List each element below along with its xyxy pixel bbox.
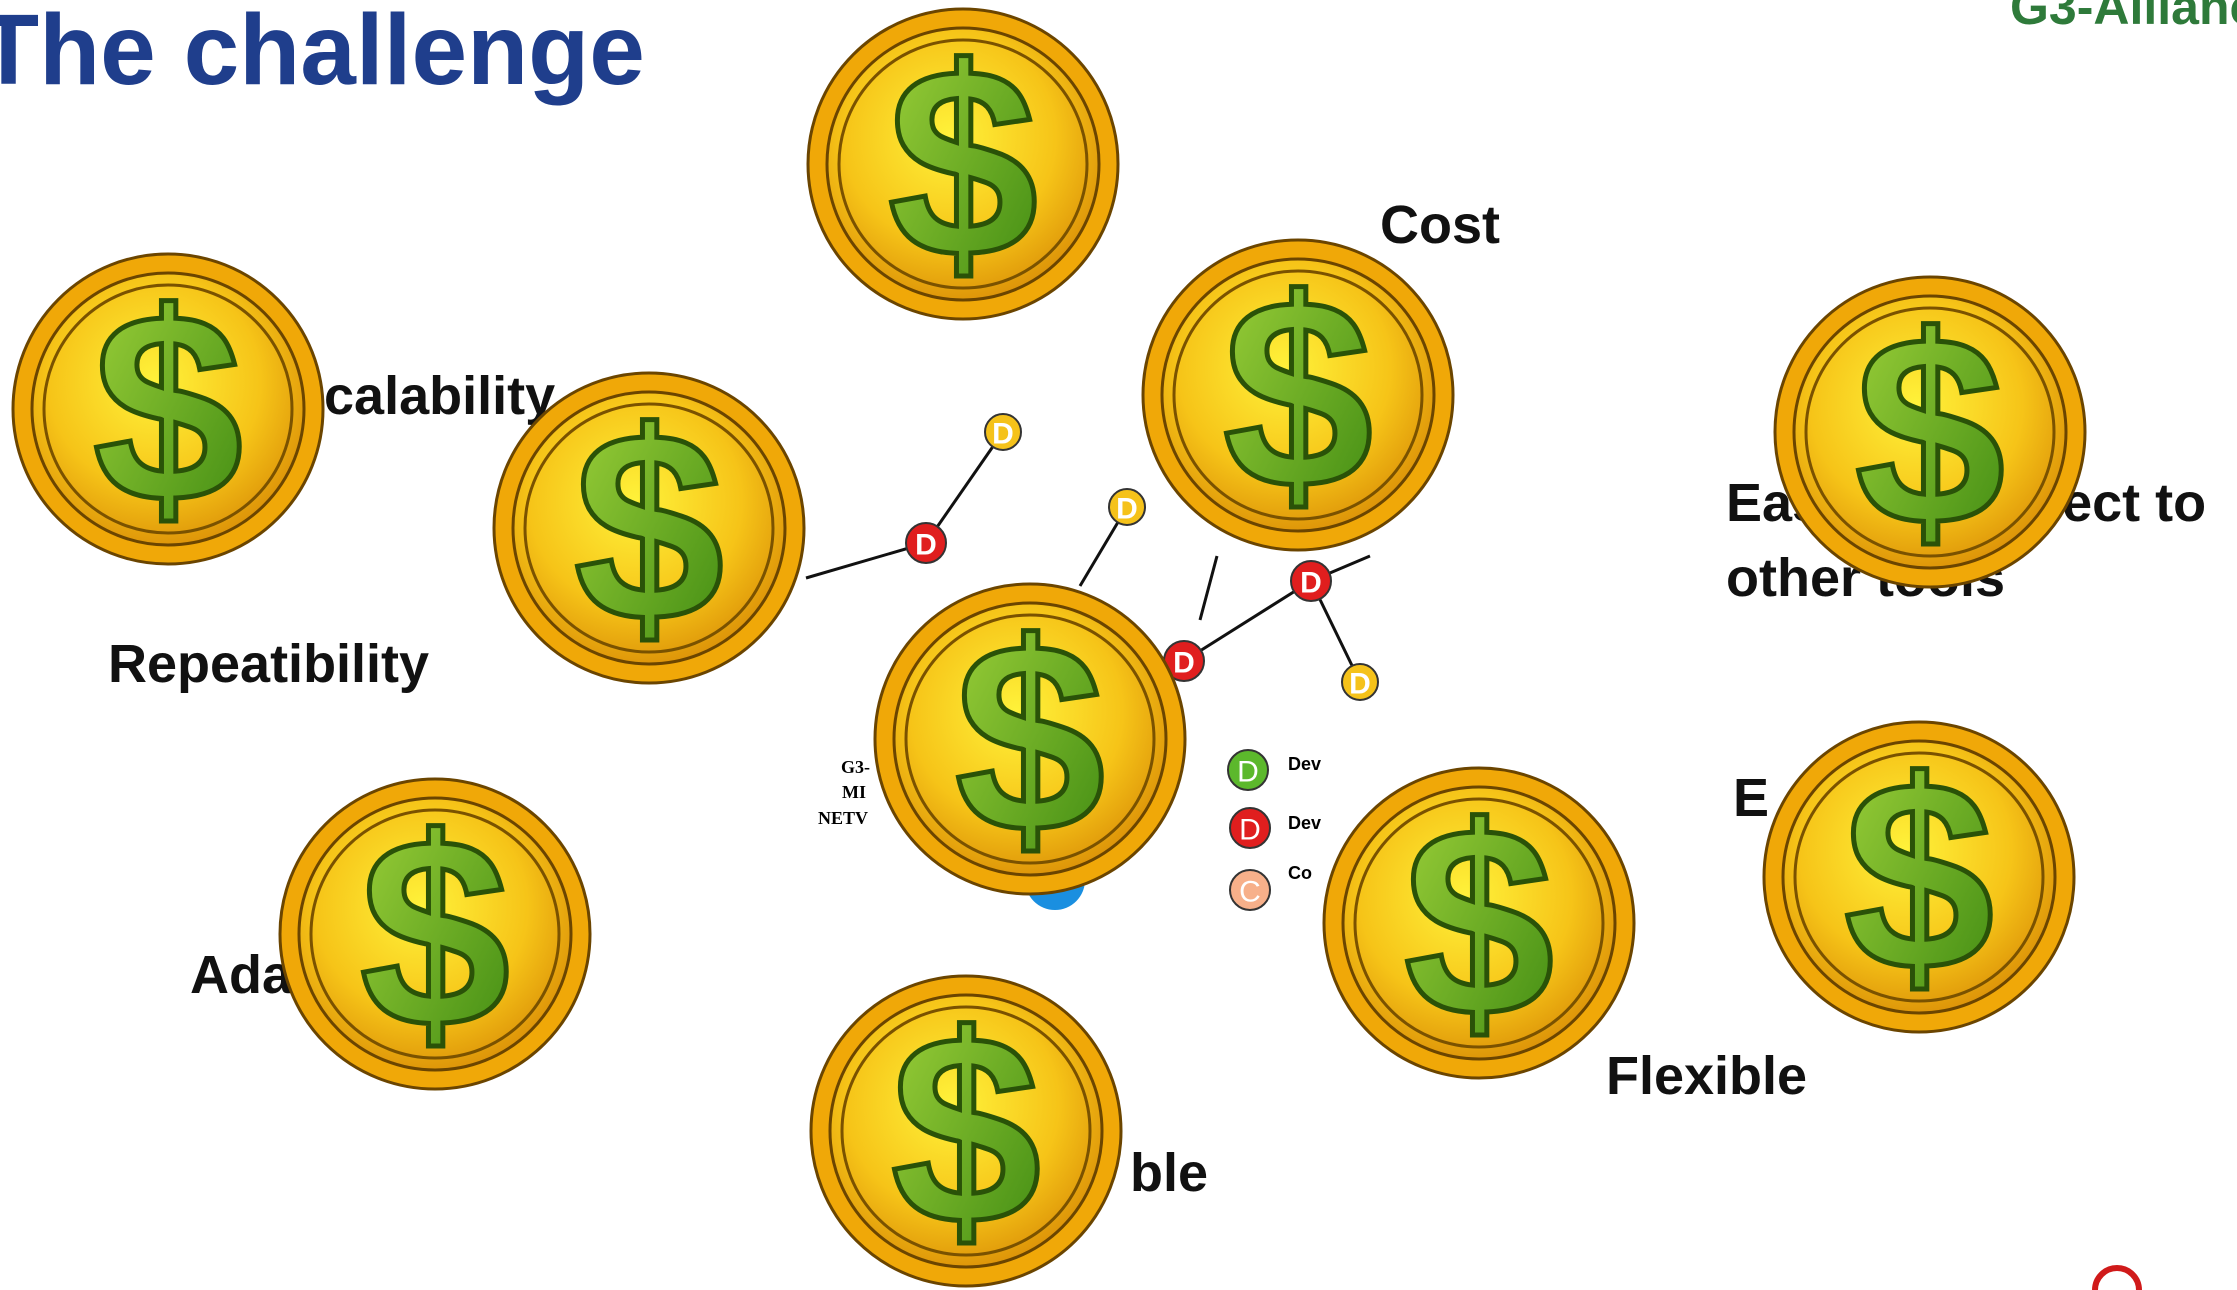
node-letter: D [915,529,937,562]
legend-icon: D [1237,756,1259,789]
node-letter: D [992,418,1014,451]
slide-title: The challenge [0,0,645,106]
coin: $ [808,9,1118,319]
caption: G3- [841,757,870,777]
coin: $ [1764,722,2074,1032]
coin: $ [280,779,590,1089]
coin-symbol: $ [360,783,510,1084]
label: Scalability [288,366,555,426]
legend-icon: D [1239,814,1261,847]
coin-symbol: $ [955,588,1105,889]
edge [1184,581,1311,661]
coin-symbol: $ [1404,772,1554,1073]
node-letter: D [1116,493,1138,526]
node-letter: D [1349,668,1371,701]
node: D [1109,489,1145,526]
node: D [1342,664,1378,701]
label: Flexible [1606,1046,1807,1106]
edge [1200,556,1217,620]
node-letter: D [1173,647,1195,680]
label: ble [1130,1143,1208,1203]
legend-item: D Dev [1230,808,1321,848]
legend-text: Dev [1288,813,1321,833]
legend-item: C Co [1230,863,1312,910]
coin: $ [1324,768,1634,1078]
label: Cost [1380,195,1500,255]
legend-item: D Dev [1228,750,1321,790]
coin: $ [1143,240,1453,550]
node: D [1291,561,1331,601]
corner-mark [2095,1268,2139,1290]
label: Repeatibility [108,634,429,694]
legend-icon: C [1239,876,1261,909]
legend-text: Dev [1288,754,1321,774]
coin-symbol: $ [1223,244,1373,545]
coin: $ [494,373,804,683]
coin: $ [811,976,1121,1286]
logo: G3-Alliance [2010,0,2237,35]
caption: MI [842,782,866,802]
coin: $ [875,584,1185,894]
page: {"header": {"title": "The challenge", "l… [0,0,2237,1290]
coin: $ [13,254,323,564]
legend-text: Co [1288,863,1312,883]
slide: The challenge G3-Alliance Scalability Co… [0,0,2237,1290]
coin-symbol: $ [888,13,1038,314]
coin-symbol: $ [1855,281,2005,582]
coin-symbol: $ [891,980,1041,1281]
coin: $ [1775,277,2085,587]
node-letter: D [1300,567,1322,600]
coin-symbol: $ [93,258,243,559]
node: D [906,523,946,563]
node: D [985,414,1021,451]
caption: NETV [818,808,868,828]
coin-symbol: $ [1844,726,1994,1027]
coin-symbol: $ [574,377,724,678]
label: E [1733,768,1769,828]
